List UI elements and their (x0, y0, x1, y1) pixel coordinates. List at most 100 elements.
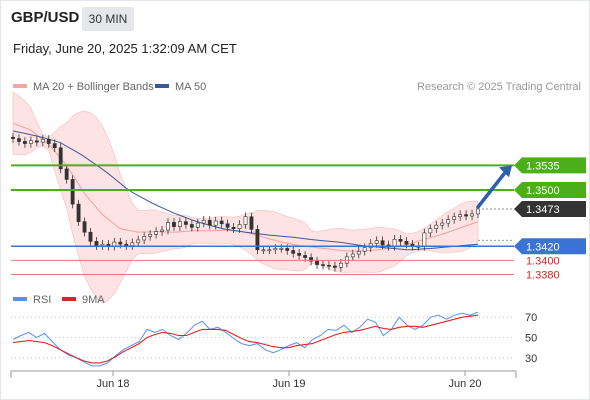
candle-body (94, 241, 99, 246)
candle-body (422, 232, 427, 247)
candle-body (154, 231, 158, 235)
ma50-legend-swatch (155, 84, 169, 88)
candle-body (219, 220, 224, 225)
x-axis: Jun 18 Jun 19 Jun 20 (10, 370, 517, 390)
candle-body (297, 253, 302, 256)
candle-body (28, 140, 33, 144)
candle-body (11, 136, 15, 139)
candle-body (40, 139, 45, 143)
level-tag-1.3500 (514, 182, 586, 198)
candle-body (178, 221, 182, 227)
candle-body (70, 179, 75, 205)
datetime-label: Friday, June 20, 2025 1:32:09 AM CET (13, 41, 237, 56)
rsi-line (12, 311, 479, 367)
nine-ma-legend-label: 9MA (82, 294, 105, 306)
x-tick-label: Jun 18 (96, 378, 129, 390)
candle-body (279, 248, 284, 250)
candle-body (64, 168, 69, 180)
candle-body (464, 214, 468, 217)
candle-body (34, 140, 39, 143)
candle-body (148, 234, 153, 237)
candle-body (261, 249, 266, 252)
candle-body (76, 203, 81, 222)
ma50-legend-label: MA 50 (175, 81, 206, 93)
level-label-1.3380: 1.3380 (526, 269, 560, 281)
candle-body (88, 231, 93, 242)
candle-body (249, 216, 254, 230)
price-panel (11, 91, 480, 304)
candle-body (183, 221, 188, 225)
candle-body (392, 238, 397, 247)
candle-body (46, 139, 51, 144)
candle-body (303, 255, 308, 258)
candle-body (315, 260, 319, 265)
candle-body (23, 141, 27, 144)
target-arrow-shaft (476, 169, 508, 209)
candle-body (380, 240, 385, 246)
x-tick-label: Jun 19 (272, 378, 305, 390)
candle-body (285, 248, 290, 251)
candle-body (225, 223, 230, 228)
level-label-1.3473: 1.3473 (526, 204, 560, 216)
rsi-tick-label: 70 (525, 312, 537, 324)
candle-body (321, 264, 325, 266)
candle-body (130, 242, 135, 246)
candle-body (207, 219, 212, 226)
candle-body (82, 221, 87, 233)
candle-body (428, 228, 433, 234)
candle-body (333, 265, 337, 268)
level-tag-1.3420 (514, 238, 586, 255)
candle-body (362, 247, 367, 252)
candle-body (160, 229, 164, 232)
bollinger-band (12, 91, 479, 304)
rsi-tick-label: 30 (525, 353, 537, 365)
candle-body (231, 226, 236, 230)
symbol-title: GBP/USD (11, 9, 80, 26)
candle-body (267, 249, 272, 252)
nine-ma-line (12, 314, 479, 364)
candle-body (255, 229, 260, 251)
x-tick-label: Jun 20 (448, 378, 481, 390)
candle-body (356, 250, 361, 255)
candle-body (166, 222, 170, 231)
timeframe-badge[interactable]: 30 MIN (82, 7, 134, 31)
level-label-1.3420: 1.3420 (526, 241, 560, 253)
levels-layer: 1.3535 1.3500 1.3473 1.3420 1.3400 1.3380 (11, 157, 586, 281)
candle-body (213, 220, 218, 226)
candle-body (243, 216, 248, 225)
candle-body (398, 238, 403, 242)
candle-body (189, 224, 194, 228)
candle-body (476, 208, 480, 215)
ma20-legend-swatch (13, 84, 27, 88)
candle-body (309, 257, 313, 262)
rsi-legend-label: RSI (33, 294, 51, 306)
candle-body (124, 243, 129, 246)
rsi-tick-label: 50 (525, 333, 537, 345)
candle-body (338, 262, 343, 268)
candle-body (172, 222, 176, 227)
level-label-1.3535: 1.3535 (526, 160, 560, 172)
nine-ma-legend-swatch (62, 297, 76, 301)
candle-body (52, 143, 57, 149)
candle-body (452, 216, 457, 220)
candle-body (350, 253, 355, 258)
candle-body (100, 243, 105, 246)
rsi-panel: 70 50 30 (11, 311, 537, 367)
candle-body (470, 213, 474, 217)
credit-label: Research © 2025 Trading Central (417, 81, 581, 93)
candle-body (201, 219, 206, 224)
candle-body (291, 250, 296, 254)
candle-body (374, 240, 379, 244)
candle-body (446, 219, 451, 224)
candle-body (195, 222, 200, 228)
candle-body (237, 224, 242, 230)
ma50-line (12, 130, 479, 251)
candle-body (142, 236, 147, 241)
candle-body (273, 248, 278, 251)
candle-body (458, 214, 463, 218)
candle-body (404, 241, 409, 245)
level-label-1.3500: 1.3500 (526, 185, 560, 197)
candle-body (136, 239, 141, 244)
candle-body (118, 241, 123, 245)
candle-body (17, 138, 21, 142)
